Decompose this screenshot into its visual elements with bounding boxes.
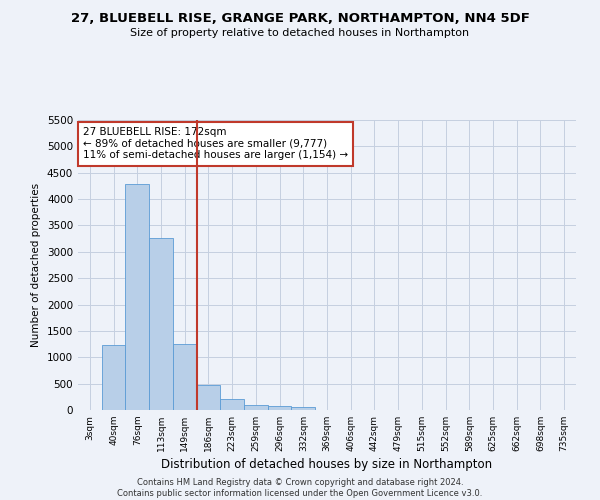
Bar bbox=[268, 406, 292, 410]
Bar bbox=[149, 238, 173, 410]
Y-axis label: Number of detached properties: Number of detached properties bbox=[31, 183, 41, 347]
X-axis label: Distribution of detached houses by size in Northampton: Distribution of detached houses by size … bbox=[161, 458, 493, 471]
Text: 27 BLUEBELL RISE: 172sqm
← 89% of detached houses are smaller (9,777)
11% of sem: 27 BLUEBELL RISE: 172sqm ← 89% of detach… bbox=[83, 127, 348, 160]
Bar bbox=[244, 404, 268, 410]
Text: Size of property relative to detached houses in Northampton: Size of property relative to detached ho… bbox=[130, 28, 470, 38]
Bar bbox=[220, 400, 244, 410]
Text: 27, BLUEBELL RISE, GRANGE PARK, NORTHAMPTON, NN4 5DF: 27, BLUEBELL RISE, GRANGE PARK, NORTHAMP… bbox=[71, 12, 529, 26]
Text: Contains HM Land Registry data © Crown copyright and database right 2024.
Contai: Contains HM Land Registry data © Crown c… bbox=[118, 478, 482, 498]
Bar bbox=[173, 344, 197, 410]
Bar bbox=[125, 184, 149, 410]
Bar bbox=[292, 408, 315, 410]
Bar bbox=[197, 385, 220, 410]
Bar bbox=[102, 345, 125, 410]
